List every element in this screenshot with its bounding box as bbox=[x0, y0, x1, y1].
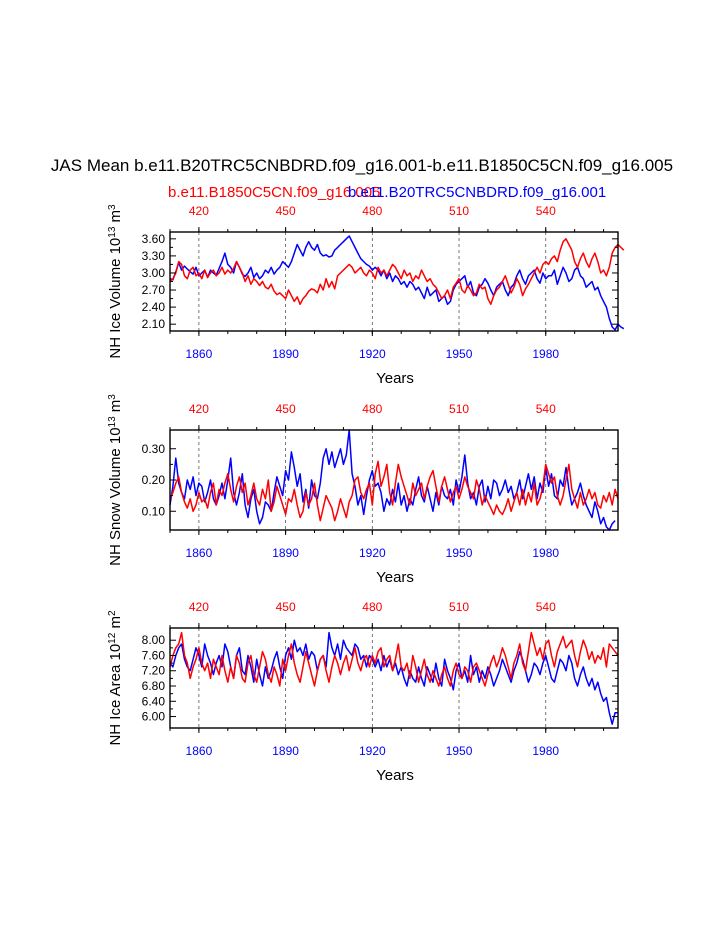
y-tick-label: 0.20 bbox=[142, 473, 166, 487]
y-axis-title-exponent: 12 bbox=[107, 632, 118, 644]
x-tick-label-bottom: 1890 bbox=[272, 546, 299, 560]
y-axis-title-part: NH Snow Volume 10 bbox=[107, 427, 124, 565]
x-tick-label-bottom: 1920 bbox=[359, 347, 386, 361]
y-tick-label: 2.40 bbox=[142, 300, 166, 314]
x-tick-label-top: 510 bbox=[449, 600, 469, 614]
x-tick-label-bottom: 1860 bbox=[186, 744, 213, 758]
x-tick-label-bottom: 1890 bbox=[272, 744, 299, 758]
y-axis-title-part: m bbox=[107, 400, 124, 417]
y-axis-title-exponent: 13 bbox=[107, 416, 118, 428]
y-tick-label: 2.10 bbox=[142, 317, 166, 331]
series-line-blue bbox=[169, 631, 618, 725]
series-line-red bbox=[169, 631, 619, 687]
y-tick-label: 6.00 bbox=[142, 710, 166, 724]
series-line-red bbox=[169, 238, 625, 306]
y-axis-title-part: NH Ice Volume 10 bbox=[107, 238, 124, 359]
x-tick-label-top: 510 bbox=[449, 402, 469, 416]
x-tick-label-bottom: 1860 bbox=[186, 347, 213, 361]
legend-label-blue: b.e11.B20TRC5CNBDRD.f09_g16.001 bbox=[348, 184, 606, 201]
legend-label-red: b.e11.B1850C5CN.f09_g16.005 bbox=[168, 184, 380, 201]
x-tick-label-bottom: 1890 bbox=[272, 347, 299, 361]
x-axis-title: Years bbox=[376, 370, 414, 387]
y-axis-title-exponent: 3 bbox=[107, 394, 118, 400]
x-tick-label-top: 480 bbox=[362, 204, 382, 218]
y-axis-title-part: m bbox=[107, 616, 124, 633]
y-axis-title-exponent: 3 bbox=[107, 204, 118, 210]
chart-panel-2: 0.10 0.20 0.30 1860 1890 1920 1950 1980 420 450 48… bbox=[107, 394, 619, 586]
x-tick-label-top: 480 bbox=[362, 600, 382, 614]
series-line-blue bbox=[169, 235, 625, 331]
y-axis-title-exponent: 13 bbox=[107, 226, 118, 238]
x-tick-label-top: 420 bbox=[189, 204, 209, 218]
x-tick-label-bottom: 1860 bbox=[186, 546, 213, 560]
x-tick-label-top: 540 bbox=[536, 402, 556, 416]
y-tick-label: 3.00 bbox=[142, 266, 166, 280]
x-tick-label-bottom: 1950 bbox=[446, 744, 473, 758]
y-axis-title-part: NH Ice Area 10 bbox=[107, 644, 124, 746]
y-tick-label: 3.30 bbox=[142, 249, 166, 263]
x-tick-label-top: 420 bbox=[189, 600, 209, 614]
y-axis-title-part: m bbox=[107, 210, 124, 227]
x-tick-label-bottom: 1980 bbox=[532, 347, 559, 361]
y-axis-title: NH Ice Area 1012 m2 bbox=[107, 610, 125, 746]
y-tick-label: 6.80 bbox=[142, 679, 166, 693]
x-tick-label-top: 450 bbox=[276, 402, 296, 416]
y-axis-title: NH Snow Volume 1013 m3 bbox=[107, 394, 125, 566]
x-tick-label-top: 450 bbox=[276, 600, 296, 614]
series-line-blue bbox=[169, 429, 616, 531]
y-tick-label: 7.60 bbox=[142, 648, 166, 662]
x-tick-label-top: 450 bbox=[276, 204, 296, 218]
x-tick-label-bottom: 1980 bbox=[532, 546, 559, 560]
plot-frame bbox=[169, 231, 619, 332]
x-tick-label-bottom: 1920 bbox=[359, 744, 386, 758]
x-tick-label-top: 420 bbox=[189, 402, 209, 416]
x-tick-label-top: 510 bbox=[449, 204, 469, 218]
chart-panel-1: 2.10 2.40 2.70 3.00 3.30 3.60 1860 1890 1920 1950… bbox=[107, 204, 625, 387]
x-axis-title: Years bbox=[376, 767, 414, 784]
series-line-red bbox=[169, 460, 619, 522]
y-tick-label: 0.30 bbox=[142, 442, 166, 456]
y-tick-label: 3.60 bbox=[142, 232, 166, 246]
x-axis-title: Years bbox=[376, 569, 414, 586]
y-axis-title: NH Ice Volume 1013 m3 bbox=[107, 204, 125, 359]
y-tick-label: 7.20 bbox=[142, 664, 166, 678]
y-axis-title-exponent: 2 bbox=[107, 610, 118, 616]
y-tick-label: 8.00 bbox=[142, 633, 166, 647]
chart-title: JAS Mean b.e11.B20TRC5CNBDRD.f09_g16.001… bbox=[51, 156, 673, 175]
chart-panel-3: 6.00 6.406.807.20 7.608.00 1860 1890 1920 1950… bbox=[107, 600, 619, 784]
y-tick-label: 0.10 bbox=[142, 504, 166, 518]
x-tick-label-bottom: 1950 bbox=[446, 347, 473, 361]
x-tick-label-bottom: 1920 bbox=[359, 546, 386, 560]
y-tick-label: 6.40 bbox=[142, 694, 166, 708]
x-tick-label-top: 540 bbox=[536, 204, 556, 218]
x-tick-label-bottom: 1950 bbox=[446, 546, 473, 560]
x-tick-label-top: 540 bbox=[536, 600, 556, 614]
y-tick-label: 2.70 bbox=[142, 283, 166, 297]
x-tick-label-bottom: 1980 bbox=[532, 744, 559, 758]
x-tick-label-top: 480 bbox=[362, 402, 382, 416]
